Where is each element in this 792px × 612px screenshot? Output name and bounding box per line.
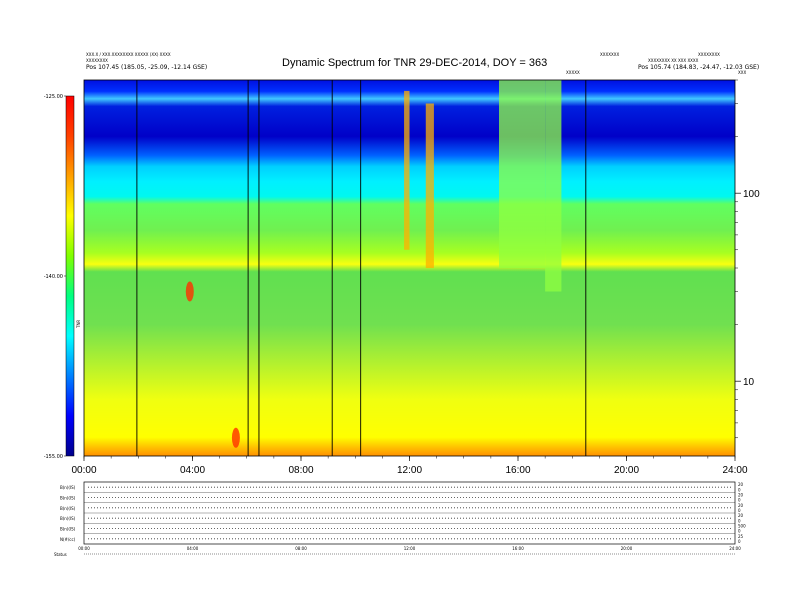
- radio-burst: [425, 103, 434, 268]
- bottom-panel-right-tick-label: 20: [738, 513, 744, 518]
- x-axis-tick-label: 12:00: [397, 465, 422, 476]
- colorbar-tick-label: -140.00: [44, 274, 63, 280]
- y-axis-tick-label: 10: [743, 377, 755, 388]
- colorbar-ticks: -125.00 -140.00 -155.00: [44, 94, 66, 460]
- bottom-panel-right-tick-label: 20: [738, 503, 744, 508]
- header-corner-mark: XXX: [738, 70, 747, 75]
- bottom-panel-x-tick-label: 00:00: [78, 546, 90, 551]
- y-axis-tick-label: 100: [743, 189, 760, 200]
- radio-burst: [499, 80, 546, 268]
- bottom-panel-x-tick-label: 08:00: [295, 546, 307, 551]
- bursts-layer: [404, 80, 562, 292]
- bottom-panels: B(n)(IS) B(n)(IS) B(n)(IS) B(n)(IS) B(n)(IS)…: [54, 481, 746, 557]
- bottom-panel-right-tick-label: 20: [738, 492, 744, 497]
- header-right-position: Pos 105.74 (184.83, -24.47, -12.03 GSE): [638, 64, 760, 71]
- header-left-line1: XXX.X / XXX.XXXXXXXX XXXXX (XX) XXXX: [86, 52, 171, 57]
- x-axis: 00:00 04:00 08:00 12:00 16:00 20:00 24:00: [71, 456, 748, 476]
- status-label: Status: [54, 552, 67, 557]
- bottom-panel-row-label: B(n)(IS): [60, 496, 76, 501]
- bottom-panel-right-tick-label: 0: [738, 498, 741, 503]
- x-axis-tick-label: 00:00: [71, 465, 96, 476]
- intensity-hotspot: [185, 281, 194, 302]
- bottom-panel-right-tick-label: 500: [738, 523, 746, 528]
- x-axis-tick-label: 24:00: [722, 465, 747, 476]
- hotspots-layer: [185, 281, 240, 448]
- bottom-panel-row-label: B(n)(IS): [60, 527, 76, 532]
- bottom-panel-right-tick-label: 0: [738, 508, 741, 513]
- bottom-panel-row-label: B(n)(IS): [60, 485, 76, 490]
- header-left-line2: XXXXXXXX: [86, 58, 108, 63]
- colorbar-tick-label: -155.00: [44, 454, 63, 460]
- bottom-panel-right-tick-label: 0: [738, 518, 741, 523]
- bottom-panel-x-tick-label: 24:00: [729, 546, 741, 551]
- bottom-panel-x-tick-label: 20:00: [621, 546, 633, 551]
- colorbar-axis-label: TNR: [76, 320, 81, 329]
- data-gaps: [136, 80, 587, 456]
- bottom-panel-row-label: B(n)(IS): [60, 506, 76, 511]
- radio-burst: [404, 90, 410, 250]
- radio-burst: [545, 80, 562, 292]
- x-axis-tick-label: 16:00: [505, 465, 530, 476]
- header-center-mark: XXXXX: [566, 70, 580, 75]
- intensity-hotspot: [231, 427, 240, 448]
- header-right-line2: XXXXXXXX XX XXX XXXX: [648, 58, 699, 63]
- chart-title: Dynamic Spectrum for TNR 29-DEC-2014, DO…: [282, 57, 548, 69]
- spectrogram: [83, 79, 736, 457]
- x-axis-tick-label: 04:00: [180, 465, 205, 476]
- bottom-panel-right-tick-label: 25: [738, 534, 744, 539]
- bottom-panel-right-tick-label: 0: [738, 487, 741, 492]
- bottom-panel-x-tick-label: 04:00: [187, 546, 199, 551]
- x-axis-tick-label: 08:00: [288, 465, 313, 476]
- colorbar: [65, 95, 75, 457]
- bottom-panel-right-tick-label: 20: [738, 482, 744, 487]
- header-right-top: XXXXXXX: [600, 52, 620, 57]
- bottom-panel-x-tick-label: 12:00: [404, 546, 416, 551]
- bottom-panel-x-tick-label: 16:00: [512, 546, 524, 551]
- bottom-panel-row-label: B(n)(IS): [60, 516, 76, 521]
- x-axis-tick-label: 20:00: [614, 465, 639, 476]
- header-left-position: Pos 107.45 (185.05, -25.09, -12.14 GSE): [86, 64, 208, 71]
- bottom-panel-right-tick-label: 0: [738, 529, 741, 534]
- colorbar-tick-label: -125.00: [44, 94, 63, 100]
- bottom-panel-row-label: N(#/cc): [60, 537, 76, 542]
- header-right-line1: XXXXXXXX: [698, 52, 720, 57]
- y-right-axis: 100 10: [735, 79, 760, 439]
- bottom-panel-right-tick-label: 0: [738, 539, 741, 544]
